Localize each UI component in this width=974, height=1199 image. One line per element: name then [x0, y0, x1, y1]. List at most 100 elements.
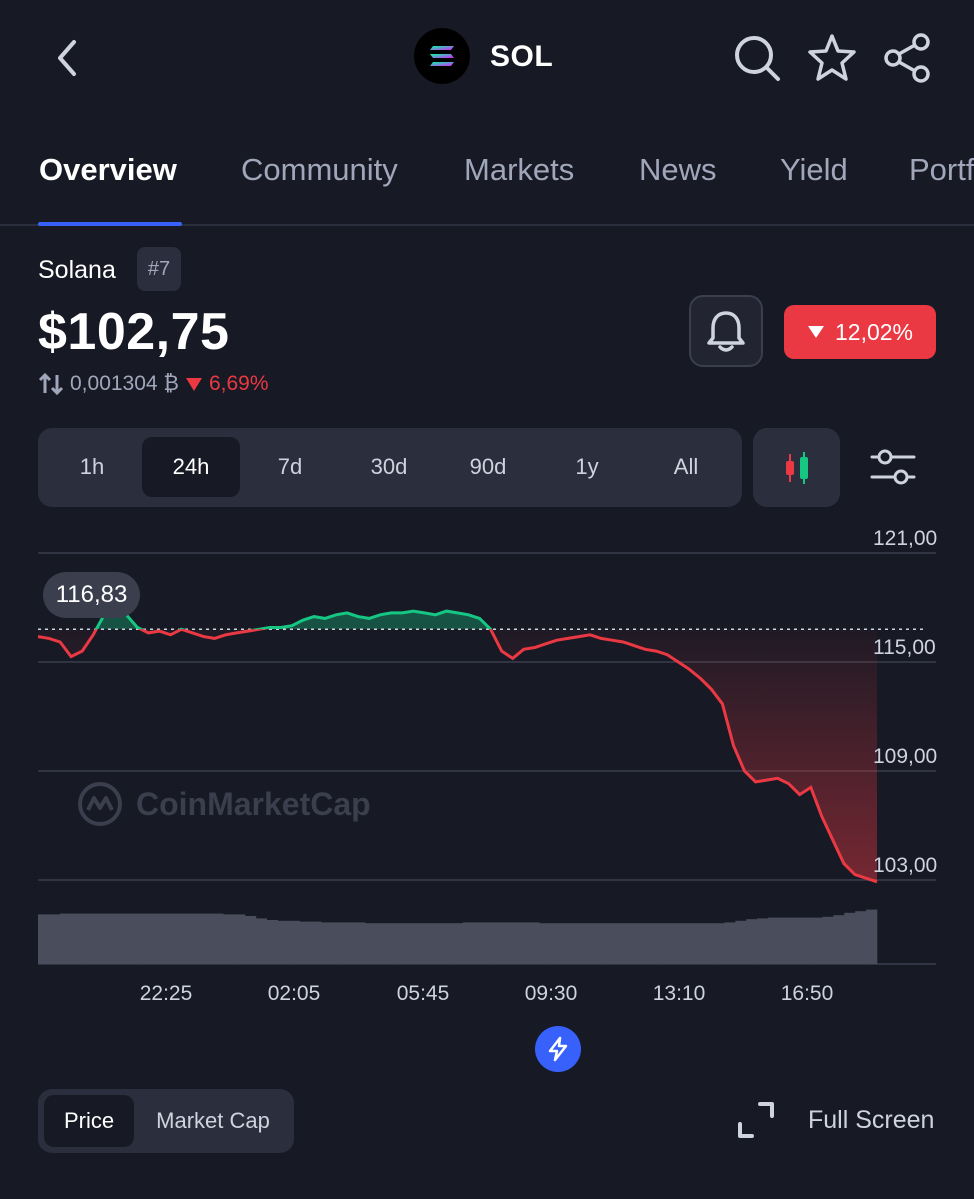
volume-bar: [92, 913, 104, 964]
x-tick-label: 02:05: [267, 982, 321, 1005]
volume-bar: [626, 923, 638, 964]
series-line-up: [94, 605, 493, 630]
solana-logo-icon: [414, 28, 470, 84]
range-90d[interactable]: 90d: [469, 454, 507, 479]
volume-bar: [125, 913, 137, 964]
y-tick-label: 109,00: [873, 745, 938, 768]
volume-bar: [201, 913, 213, 964]
volume-bar: [375, 923, 387, 964]
volume-bar: [81, 913, 93, 964]
series-line-down: [37, 629, 878, 884]
volume-bar: [397, 923, 409, 964]
tab-overview[interactable]: Overview: [39, 152, 177, 187]
tabs-divider: [0, 224, 974, 226]
bell-icon: [707, 311, 745, 352]
volume-bar: [223, 914, 235, 964]
btc-change: 6,69%: [208, 372, 269, 395]
volume-bar: [615, 923, 627, 964]
time-range-selector: 1h 24h 7d 30d 90d 1y All: [38, 428, 742, 507]
range-30d[interactable]: 30d: [370, 454, 408, 479]
volume-bar: [419, 923, 431, 964]
chart-settings-sliders-icon[interactable]: [868, 442, 918, 492]
back-chevron-icon[interactable]: [50, 38, 84, 78]
volume-bar: [430, 923, 442, 964]
current-price: $102,75: [38, 303, 230, 361]
volume-bar: [778, 917, 791, 964]
volume-bar: [266, 920, 278, 964]
volume-bar: [408, 923, 420, 964]
range-1h[interactable]: 1h: [79, 454, 105, 479]
volume-bar: [593, 923, 605, 964]
volume-bar: [245, 916, 257, 964]
tab-news[interactable]: News: [639, 152, 717, 187]
range-all[interactable]: All: [673, 454, 699, 479]
range-7d[interactable]: 7d: [277, 454, 303, 479]
volume-bar: [811, 917, 823, 964]
volume-bar: [670, 923, 682, 964]
volume-bar: [800, 917, 812, 964]
volume-bar: [757, 918, 769, 964]
volume-bar: [332, 922, 344, 964]
y-tick-label: 121,00: [873, 527, 938, 550]
price-alert-button[interactable]: [689, 295, 763, 367]
range-24h[interactable]: 24h: [142, 437, 240, 497]
x-tick-label: 09:30: [524, 982, 578, 1005]
full-screen-label: Full Screen: [808, 1105, 935, 1134]
search-icon[interactable]: [731, 32, 783, 84]
volume-bar: [855, 911, 867, 964]
volume-bar: [833, 915, 845, 964]
rank-badge: #7: [137, 247, 181, 291]
coinmarketcap-logo-icon: [78, 782, 122, 826]
volume-bar: [234, 914, 246, 964]
price-toggle-button[interactable]: Price: [44, 1095, 134, 1147]
market-cap-toggle-button[interactable]: Market Cap: [156, 1108, 270, 1133]
star-icon[interactable]: [806, 32, 858, 84]
tab-yield[interactable]: Yield: [780, 152, 848, 187]
volume-bar: [637, 923, 649, 964]
volume-bar: [844, 912, 856, 964]
swap-arrows-icon[interactable]: [38, 372, 64, 396]
area-fill-up: [38, 607, 877, 630]
btc-price: 0,001304 ₿: [70, 372, 179, 395]
volume-bar: [528, 922, 540, 964]
volume-bar: [789, 917, 801, 964]
range-1y[interactable]: 1y: [575, 454, 599, 479]
lightning-button[interactable]: [535, 1026, 581, 1072]
volume-bar: [277, 920, 289, 964]
volume-bar: [364, 923, 377, 964]
volume-bar: [343, 922, 355, 964]
volume-bar: [70, 913, 82, 964]
volume-bar: [299, 921, 311, 964]
volume-bar: [114, 913, 126, 964]
volume-bar: [495, 922, 507, 964]
candlestick-toggle-button[interactable]: [753, 428, 840, 507]
active-tab-indicator: [38, 222, 182, 226]
tab-community[interactable]: Community: [241, 152, 398, 187]
volume-bar: [561, 923, 573, 964]
volume-bar: [702, 923, 714, 964]
volume-bar: [571, 923, 584, 964]
full-screen-button[interactable]: Full Screen: [736, 1100, 934, 1140]
volume-bar: [288, 920, 300, 964]
volume-bar: [190, 913, 202, 964]
share-icon[interactable]: [882, 32, 934, 84]
lightning-bolt-icon: [548, 1036, 568, 1062]
tab-portfolio[interactable]: Portf: [909, 152, 974, 187]
volume-bar: [604, 923, 616, 964]
candlestick-icon: [785, 451, 808, 484]
volume-bar: [473, 922, 485, 964]
price-marketcap-toggle: Price Market Cap: [38, 1089, 294, 1153]
coin-name: Solana: [38, 256, 116, 284]
volume-bar: [38, 914, 50, 964]
price-chart[interactable]: [0, 520, 974, 980]
volume-bar: [746, 919, 758, 964]
tab-bar: Overview Community Markets News Yield Po…: [0, 150, 974, 226]
x-tick-label: 05:45: [396, 982, 450, 1005]
volume-bar: [310, 921, 322, 964]
x-tick-label: 22:25: [139, 982, 193, 1005]
tab-markets[interactable]: Markets: [464, 152, 575, 187]
volume-bar: [212, 913, 224, 964]
volume-bar: [321, 922, 333, 964]
volume-bar: [255, 918, 268, 964]
volume-bar: [452, 923, 464, 964]
